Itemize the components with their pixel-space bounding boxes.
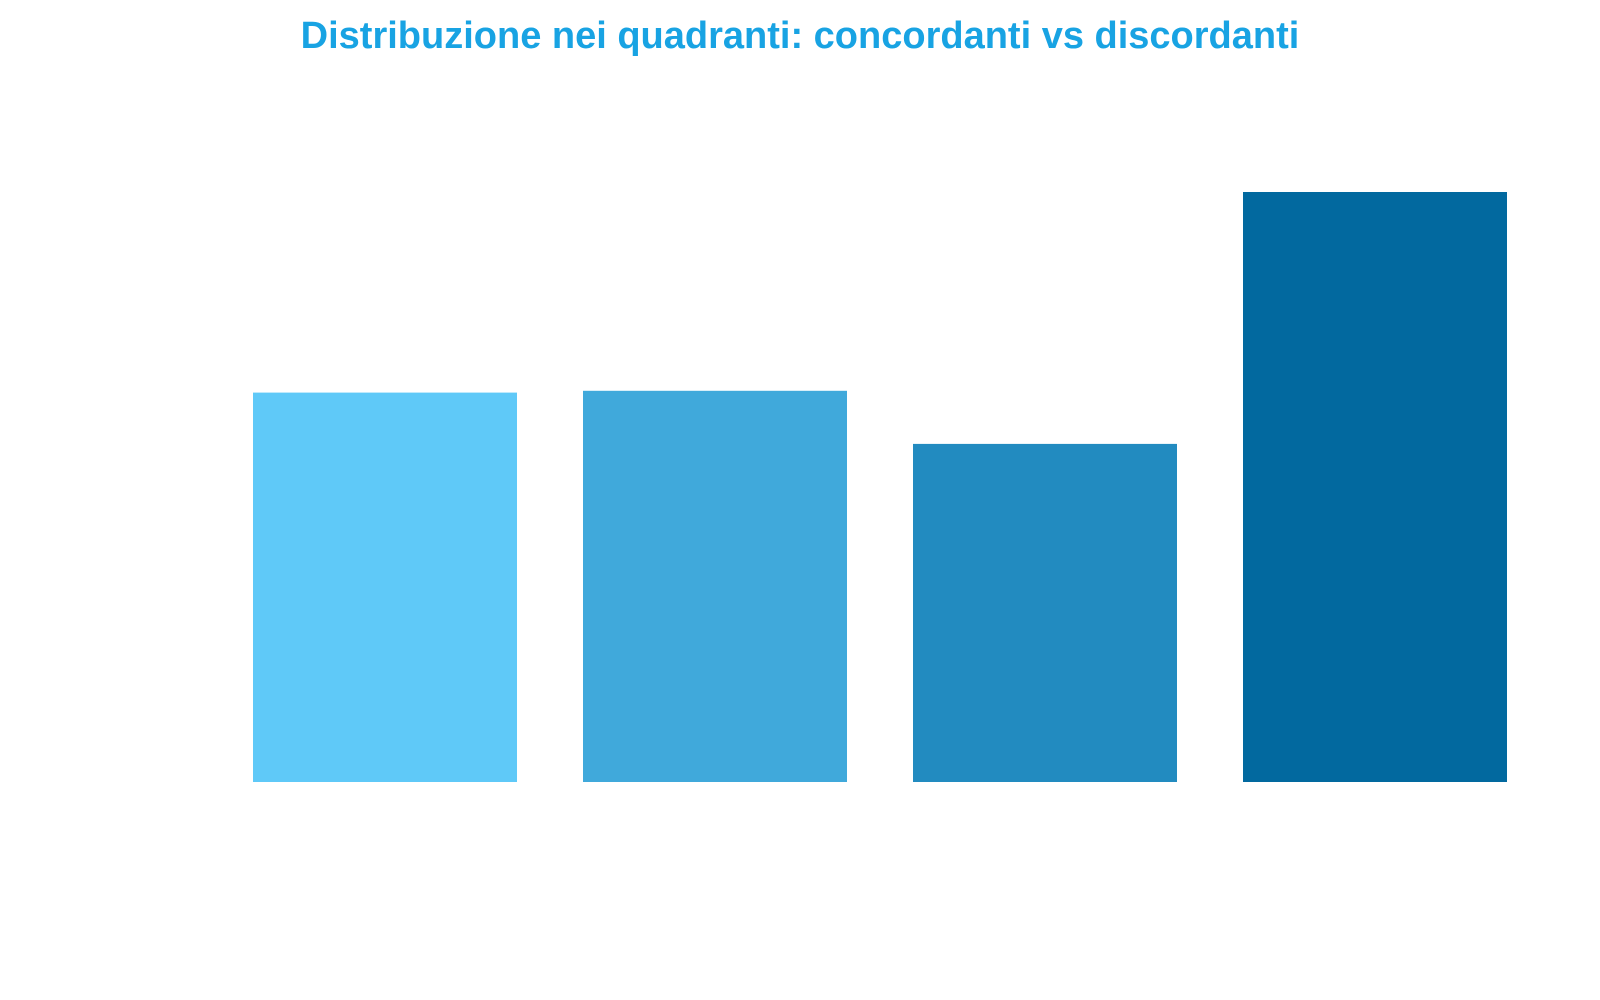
bars-group xyxy=(253,192,1507,782)
bar-2 xyxy=(583,390,847,782)
bar-4 xyxy=(1243,192,1507,782)
bar-3 xyxy=(913,443,1177,782)
bar-1 xyxy=(253,392,517,782)
chart-title: Distribuzione nei quadranti: concordanti… xyxy=(300,15,1300,57)
